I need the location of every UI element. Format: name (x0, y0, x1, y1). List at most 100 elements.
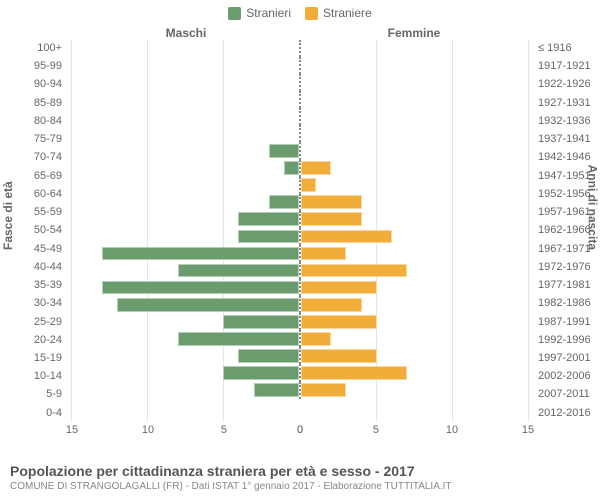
birth-label: 1982-1986 (538, 295, 600, 312)
bar-male (254, 383, 299, 397)
age-label: 100+ (0, 40, 62, 57)
age-label: 95-99 (0, 58, 62, 75)
pyramid-row (72, 211, 528, 228)
age-label: 90-94 (0, 76, 62, 93)
bar-male (102, 247, 299, 261)
legend-swatch-female (305, 7, 318, 20)
panel-title-male: Maschi (72, 26, 300, 40)
birth-label: 2007-2011 (538, 386, 600, 403)
age-label: 70-74 (0, 149, 62, 166)
birth-label: 2002-2006 (538, 368, 600, 385)
age-label: 85-89 (0, 95, 62, 112)
age-label: 0-4 (0, 405, 62, 422)
birth-label: 1917-1921 (538, 58, 600, 75)
age-label: 35-39 (0, 277, 62, 294)
x-tick: 5 (221, 424, 227, 436)
pyramid-row (72, 194, 528, 211)
pyramid-row (72, 313, 528, 330)
x-tick: 0 (297, 424, 303, 436)
bar-male (102, 281, 299, 295)
birth-label: ≤ 1916 (538, 40, 600, 57)
bar-male (178, 332, 299, 346)
age-label: 55-59 (0, 204, 62, 221)
age-label: 65-69 (0, 168, 62, 185)
pyramid-row (72, 40, 528, 57)
bar-female (301, 178, 316, 192)
pyramid-row (72, 296, 528, 313)
birth-label: 1972-1976 (538, 259, 600, 276)
pyramid-row (72, 91, 528, 108)
pyramid-row (72, 245, 528, 262)
pyramid-row (72, 228, 528, 245)
birth-label: 1932-1936 (538, 113, 600, 130)
age-label: 80-84 (0, 113, 62, 130)
x-tick: 5 (373, 424, 379, 436)
x-tick: 10 (446, 424, 458, 436)
pyramid-row (72, 108, 528, 125)
age-label: 30-34 (0, 295, 62, 312)
bar-female (301, 161, 331, 175)
pyramid-row (72, 57, 528, 74)
pyramid-row (72, 330, 528, 347)
pyramid-row (72, 74, 528, 91)
birth-label: 1942-1946 (538, 149, 600, 166)
bar-female (301, 281, 377, 295)
legend-item-female: Straniere (305, 6, 372, 20)
bar-male (238, 212, 299, 226)
bar-male (223, 366, 299, 380)
bar-female (301, 264, 407, 278)
age-label: 75-79 (0, 131, 62, 148)
age-label: 5-9 (0, 386, 62, 403)
pyramid-row (72, 364, 528, 381)
chart-title: Popolazione per cittadinanza straniera p… (10, 463, 590, 479)
bar-female (301, 298, 362, 312)
pyramid-row (72, 142, 528, 159)
bar-male (284, 161, 299, 175)
age-label: 25-29 (0, 314, 62, 331)
age-label: 40-44 (0, 259, 62, 276)
x-tick: 15 (522, 424, 534, 436)
bar-male (238, 349, 299, 363)
bar-male (238, 230, 299, 244)
bars-container (72, 40, 528, 399)
bar-female (301, 332, 331, 346)
birth-label: 1952-1956 (538, 186, 600, 203)
pyramid-row (72, 262, 528, 279)
bar-female (301, 247, 346, 261)
y-axis-age-labels: 100+95-9990-9485-8980-8475-7970-7465-696… (0, 40, 68, 422)
birth-label: 1962-1966 (538, 222, 600, 239)
panel-title-female: Femmine (300, 26, 528, 40)
x-tick: 15 (66, 424, 78, 436)
birth-label: 1957-1961 (538, 204, 600, 221)
bar-female (301, 230, 392, 244)
birth-label: 1992-1996 (538, 332, 600, 349)
age-label: 10-14 (0, 368, 62, 385)
pyramid-row (72, 382, 528, 399)
legend-swatch-male (228, 7, 241, 20)
y-axis-birth-labels: ≤ 19161917-19211922-1926 1927-19311932-19… (532, 40, 600, 422)
birth-label: 1937-1941 (538, 131, 600, 148)
birth-label: 1947-1951 (538, 168, 600, 185)
birth-label: 1967-1971 (538, 241, 600, 258)
birth-label: 1987-1991 (538, 314, 600, 331)
bar-male (178, 264, 299, 278)
birth-label: 1922-1926 (538, 76, 600, 93)
age-label: 45-49 (0, 241, 62, 258)
bar-female (301, 383, 346, 397)
birth-label: 2012-2016 (538, 405, 600, 422)
bar-female (301, 366, 407, 380)
age-label: 50-54 (0, 222, 62, 239)
age-label: 20-24 (0, 332, 62, 349)
pyramid-row (72, 160, 528, 177)
pyramid-row (72, 125, 528, 142)
bar-female (301, 349, 377, 363)
bar-male (223, 315, 299, 329)
bar-male (269, 195, 299, 209)
birth-label: 1927-1931 (538, 95, 600, 112)
bar-male (269, 144, 299, 158)
bar-female (301, 195, 362, 209)
legend-item-male: Stranieri (228, 6, 291, 20)
pyramid-row (72, 177, 528, 194)
x-axis: 151050 051015 (72, 424, 528, 440)
bar-female (301, 315, 377, 329)
